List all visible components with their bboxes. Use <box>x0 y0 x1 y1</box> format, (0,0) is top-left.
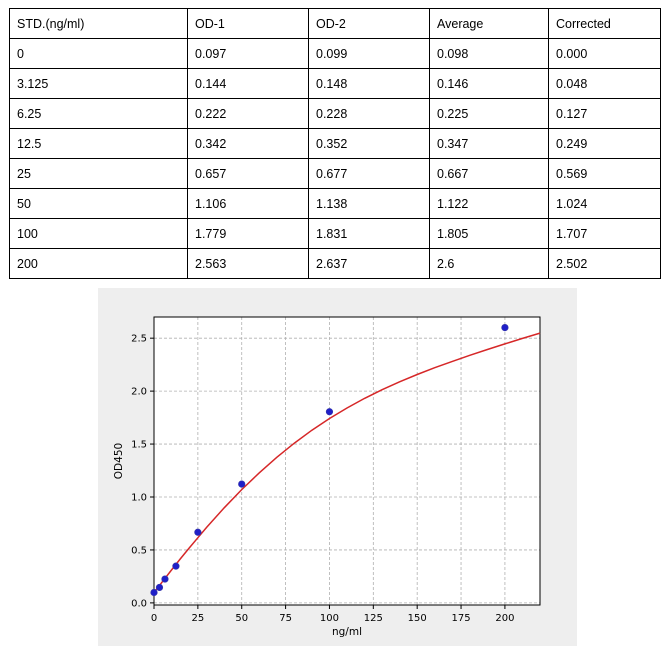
data-point <box>172 562 180 570</box>
table-row: 200 2.563 2.637 2.6 2.502 <box>9 248 661 279</box>
header-corrected: Corrected <box>548 8 661 39</box>
table-row: 25 0.657 0.677 0.667 0.569 <box>9 158 661 189</box>
table-cell: 0.225 <box>429 98 549 129</box>
table-cell: 0.569 <box>548 158 661 189</box>
table-row: 50 1.106 1.138 1.122 1.024 <box>9 188 661 219</box>
x-tick-label: 75 <box>279 613 292 624</box>
y-tick-label: 2.0 <box>131 387 147 398</box>
table-cell: 1.024 <box>548 188 661 219</box>
table-cell: 0.048 <box>548 68 661 99</box>
header-od-1: OD-1 <box>187 8 309 39</box>
table-cell: 2.563 <box>187 248 309 279</box>
table-cell: 0.099 <box>308 38 430 69</box>
table-cell: 1.779 <box>187 218 309 249</box>
table-cell: 0.127 <box>548 98 661 129</box>
table-cell: 0.144 <box>187 68 309 99</box>
table-cell: 0.146 <box>429 68 549 99</box>
table-cell: 0.148 <box>308 68 430 99</box>
plot-area <box>154 317 540 605</box>
table-cell: 100 <box>9 218 188 249</box>
table-header-row: STD.(ng/ml) OD-1 OD-2 Average Corrected <box>9 8 661 39</box>
table-cell: 1.707 <box>548 218 661 249</box>
table-cell: 1.122 <box>429 188 549 219</box>
table-row: 6.25 0.222 0.228 0.225 0.127 <box>9 98 661 129</box>
table-cell: 200 <box>9 248 188 279</box>
table-cell: 0.000 <box>548 38 661 69</box>
table-cell: 1.106 <box>187 188 309 219</box>
table-row: 0 0.097 0.099 0.098 0.000 <box>9 38 661 69</box>
table-cell: 0.249 <box>548 128 661 159</box>
table-cell: 0.342 <box>187 128 309 159</box>
table-cell: 2.502 <box>548 248 661 279</box>
x-tick-label: 125 <box>364 613 383 624</box>
data-point <box>155 583 164 592</box>
y-tick-label: 2.5 <box>131 334 147 345</box>
table-cell: 2.637 <box>308 248 430 279</box>
table-row: 12.5 0.342 0.352 0.347 0.249 <box>9 128 661 159</box>
y-tick-label: 0.0 <box>131 598 147 609</box>
table-row: 100 1.779 1.831 1.805 1.707 <box>9 218 661 249</box>
x-axis-label: ng/ml <box>332 626 362 638</box>
plot-frame <box>153 316 541 606</box>
standard-curve-chart: 0 25 50 75 100 125 150 175 200 0.0 0.5 1.0 1.5 2.0 2.5… <box>98 288 577 646</box>
data-point <box>150 588 158 597</box>
x-tick-label: 100 <box>320 613 339 624</box>
x-tick-label: 0 <box>151 613 157 624</box>
table-cell: 0.677 <box>308 158 430 189</box>
standard-curve-table: STD.(ng/ml) OD-1 OD-2 Average Corrected … <box>9 8 661 279</box>
data-point <box>194 528 202 536</box>
table-cell: 50 <box>9 188 188 219</box>
x-tick-label: 200 <box>495 613 514 624</box>
table-cell: 1.138 <box>308 188 430 219</box>
y-tick-label: 1.0 <box>131 493 147 504</box>
data-point <box>238 480 246 488</box>
x-tick-label: 50 <box>235 613 248 624</box>
x-tick-label: 175 <box>451 613 470 624</box>
chart-svg: 0 25 50 75 100 125 150 175 200 0.0 0.5 1.0 1.5 2.0 2.5… <box>113 316 541 638</box>
table-cell: 6.25 <box>9 98 188 129</box>
y-tick-label: 1.5 <box>131 440 147 451</box>
table-cell: 0 <box>9 38 188 69</box>
header-average: Average <box>429 8 549 39</box>
table-cell: 1.805 <box>429 218 549 249</box>
table-cell: 1.831 <box>308 218 430 249</box>
table-cell: 0.097 <box>187 38 309 69</box>
table-cell: 0.347 <box>429 128 549 159</box>
y-tick-label: 0.5 <box>131 545 147 556</box>
table-cell: 2.6 <box>429 248 549 279</box>
y-axis-label: OD450 <box>113 443 125 479</box>
table-cell: 0.657 <box>187 158 309 189</box>
x-tick-label: 150 <box>408 613 427 624</box>
table-cell: 0.098 <box>429 38 549 69</box>
table-cell: 25 <box>9 158 188 189</box>
header-od-2: OD-2 <box>308 8 430 39</box>
table-cell: 0.667 <box>429 158 549 189</box>
table-row: 3.125 0.144 0.148 0.146 0.048 <box>9 68 661 99</box>
table-cell: 0.352 <box>308 128 430 159</box>
data-point <box>325 408 334 416</box>
fit-curve-line <box>153 332 541 593</box>
table-cell: 3.125 <box>9 68 188 99</box>
table-cell: 0.222 <box>187 98 309 129</box>
header-std: STD.(ng/ml) <box>9 8 188 39</box>
table-cell: 12.5 <box>9 128 188 159</box>
table-cell: 0.228 <box>308 98 430 129</box>
x-tick-label: 25 <box>191 613 204 624</box>
data-point <box>161 575 169 583</box>
data-point <box>501 323 509 332</box>
